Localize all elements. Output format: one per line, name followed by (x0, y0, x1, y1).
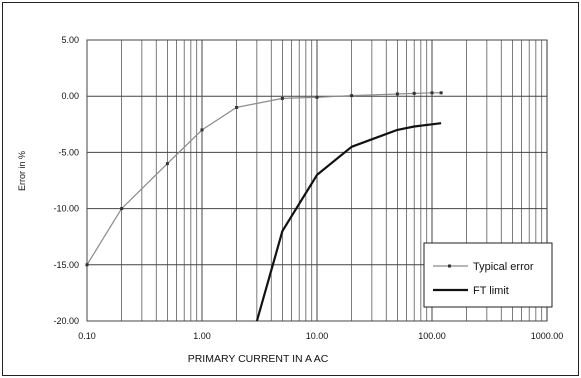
data-point-typical-error (412, 91, 416, 95)
x-tick-label: 10.00 (306, 331, 329, 341)
y-tick-labels: 5.00 0.00 -5.00 -10.00 -15.00 -20.00 (53, 35, 79, 326)
legend-box (423, 242, 553, 308)
x-tick-label: 0.10 (78, 331, 96, 341)
error-chart: 5.00 0.00 -5.00 -10.00 -15.00 -20.00 0.10 1.00… (17, 35, 563, 365)
legend-marker-typical-error (448, 264, 451, 268)
y-tick-label: -10.00 (53, 204, 79, 214)
data-point-typical-error (200, 128, 204, 132)
y-tick-label: -20.00 (53, 316, 79, 326)
y-tick-label: -15.00 (53, 260, 79, 270)
y-tick-label: 0.00 (61, 91, 79, 101)
data-point-typical-error (350, 94, 354, 98)
legend-label-ft-limit: FT limit (473, 285, 509, 297)
y-tick-label: -5.00 (58, 147, 79, 157)
data-point-typical-error (315, 95, 319, 99)
series-lines (85, 91, 443, 322)
data-point-typical-error (280, 96, 284, 100)
legend: Typical error FT limit (423, 242, 553, 308)
data-point-typical-error (439, 91, 443, 95)
data-point-typical-error (165, 162, 169, 166)
y-tick-label: 5.00 (61, 35, 79, 45)
data-point-typical-error (430, 91, 434, 95)
data-point-typical-error (120, 207, 124, 211)
legend-label-typical-error: Typical error (473, 261, 534, 273)
data-point-typical-error (395, 92, 399, 96)
x-tick-label: 100.00 (418, 331, 446, 341)
grid (86, 39, 548, 322)
x-tick-label: 1.00 (193, 331, 211, 341)
y-axis-label: Error in % (17, 151, 27, 191)
data-point-typical-error (85, 263, 89, 267)
data-point-typical-error (235, 105, 239, 109)
x-axis-label: PRIMARY CURRENT IN A AC (188, 353, 329, 365)
x-tick-labels: 0.10 1.00 10.00 100.00 1000.00 (78, 331, 563, 341)
series-line-typical-error (86, 92, 442, 266)
series-line-ft-limit (255, 122, 442, 322)
x-tick-label: 1000.00 (531, 331, 564, 341)
